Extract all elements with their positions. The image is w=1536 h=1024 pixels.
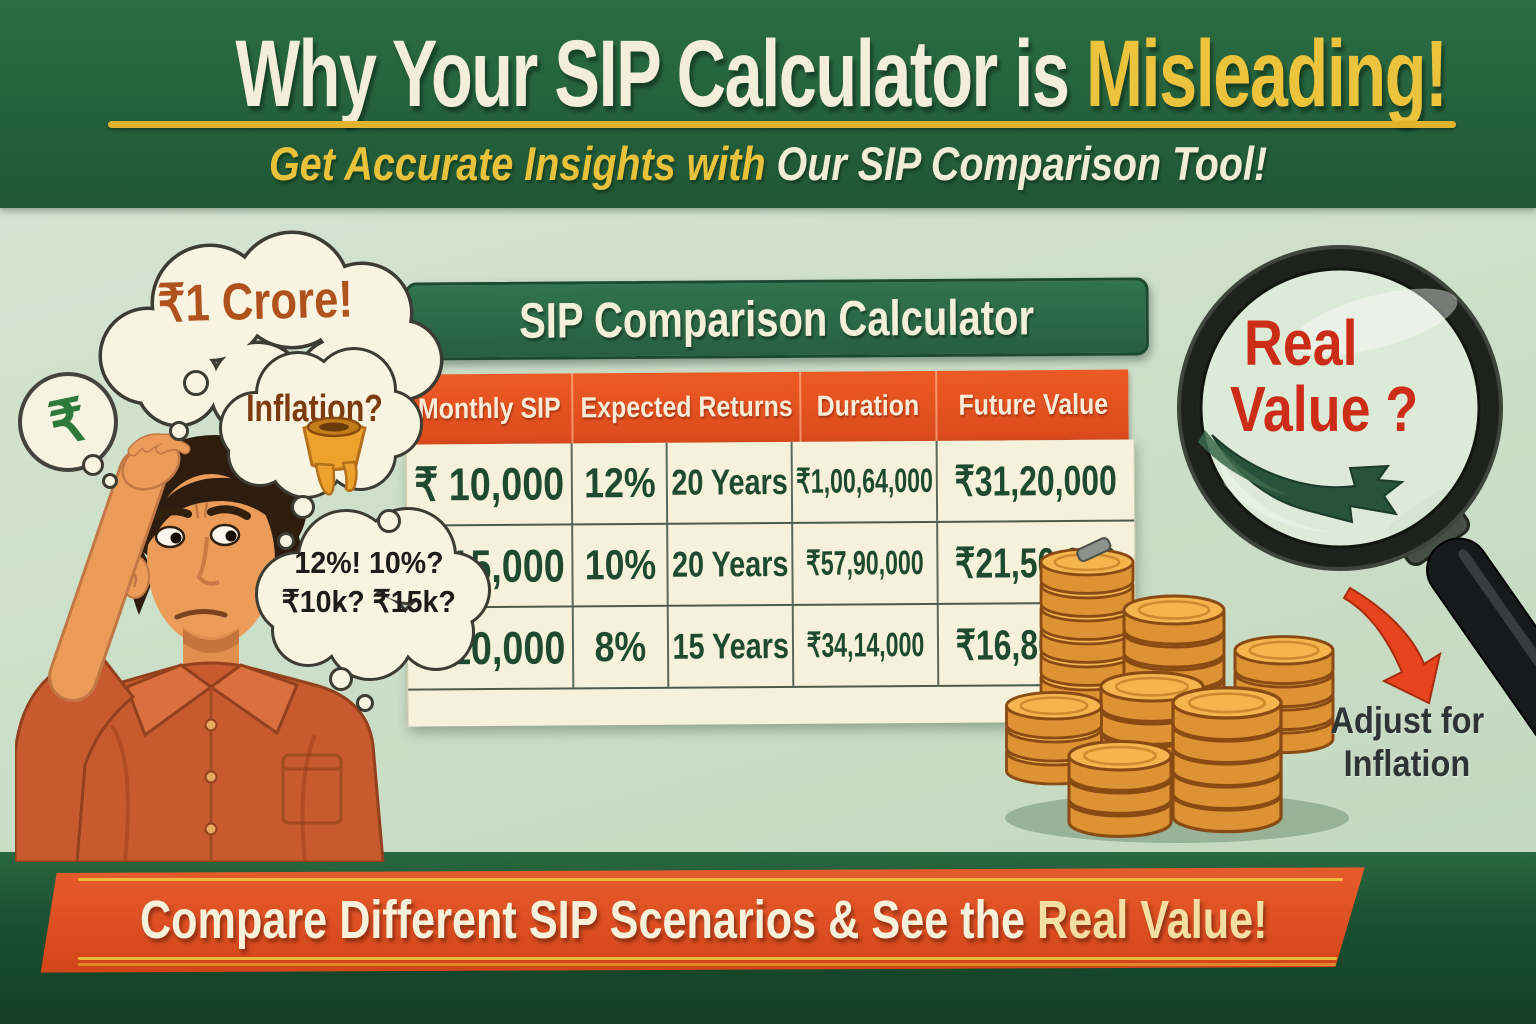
table-cell: 12%: [570, 442, 667, 524]
bubble-trail-dot: [169, 421, 189, 441]
subtitle-main-text: Our SIP Comparison Tool!: [776, 137, 1268, 190]
table-cell: 8%: [572, 606, 668, 688]
footer-text-main: Compare Different SIP Scenarios & See th…: [140, 890, 1038, 950]
real-value-label-line2: Value ?: [1230, 373, 1419, 445]
rates-line1: 12%! 10%?: [293, 545, 444, 580]
page-title: Why Your SIP Calculator is Misleading!: [0, 20, 1536, 129]
table-cell: ₹ 10,000: [413, 457, 565, 511]
table-cell: 20 Years: [666, 523, 792, 605]
bubble-trail-dot: [102, 473, 118, 489]
ribbon-pinstripe: [77, 957, 1337, 960]
table-cell: ₹34,14,000: [791, 604, 938, 686]
table-title-bar: SIP Comparison Calculator: [404, 277, 1149, 361]
melting-money-bag-icon: [302, 416, 367, 496]
bubble-trail-dot: [277, 532, 295, 550]
table-title: SIP Comparison Calculator: [519, 289, 1035, 349]
column-header-future-value: Future Value: [935, 369, 1129, 441]
footer-text: Compare Different SIP Scenarios & See th…: [41, 889, 1365, 951]
bubble-trail-dot: [183, 370, 209, 396]
subtitle-accent-text: Get Accurate Insights with: [268, 137, 777, 190]
title-accent-text: Misleading!: [1086, 21, 1448, 127]
money-clip-icon: [1076, 537, 1112, 562]
rupee-circle-bubble: ₹: [18, 372, 118, 472]
header-band: Why Your SIP Calculator is Misleading! G…: [0, 0, 1536, 208]
rupee-symbol-icon: ₹: [43, 385, 93, 458]
magnifying-glass-illustration: [1177, 245, 1536, 822]
real-value-label-line1: Real: [1244, 307, 1358, 379]
rates-line2: ₹10k? ₹15k?: [281, 583, 456, 619]
bubble-trail-dot: [356, 694, 374, 712]
footer-text-accent: Real Value!: [1037, 890, 1268, 950]
inflation-note: Adjust for Inflation: [1272, 700, 1536, 785]
footer-ribbon: Compare Different SIP Scenarios & See th…: [40, 867, 1365, 973]
inflation-note-line2: Inflation: [1343, 742, 1471, 784]
table-cell: ₹31,20,000: [936, 439, 1135, 521]
column-header-expected-returns: Expected Returns: [571, 371, 800, 444]
crore-bubble-label: ₹1 Crore!: [156, 270, 354, 334]
table-cell: ₹1,00,64,000: [790, 440, 937, 522]
bubble-trail-dot: [291, 495, 315, 519]
bubble-trail-dot: [329, 667, 353, 691]
table-row: ₹ 10,000 12% 20 Years ₹1,00,64,000 ₹31,2…: [407, 439, 1135, 525]
thought-bubble-rates: [255, 507, 491, 681]
table-cell: 15 Years: [667, 605, 793, 687]
thought-bubble-crore: [98, 230, 444, 440]
title-underline: [108, 121, 1456, 128]
column-header-duration: Duration: [798, 370, 936, 442]
inflation-note-line1: Adjust for: [1330, 700, 1484, 741]
bubble-trail-dot: [82, 454, 104, 476]
ribbon-pinstripe: [77, 878, 1344, 881]
bubble-trail-dot: [377, 509, 401, 533]
table-cell: 20 Years: [665, 441, 792, 523]
red-down-arrow-icon: [1342, 586, 1442, 705]
title-main-text: Why Your SIP Calculator is: [235, 21, 1087, 127]
table-cell: 10%: [571, 524, 668, 606]
subtitle: Get Accurate Insights with Our SIP Compa…: [0, 136, 1536, 191]
rates-bubble-label: 12%! 10%? ₹10k? ₹15k?: [256, 544, 481, 622]
coin-stacks-illustration: [1005, 537, 1349, 843]
table-cell: ₹57,90,000: [791, 522, 938, 604]
table-header-row: Monthly SIP Expected Returns Duration Fu…: [406, 369, 1129, 445]
